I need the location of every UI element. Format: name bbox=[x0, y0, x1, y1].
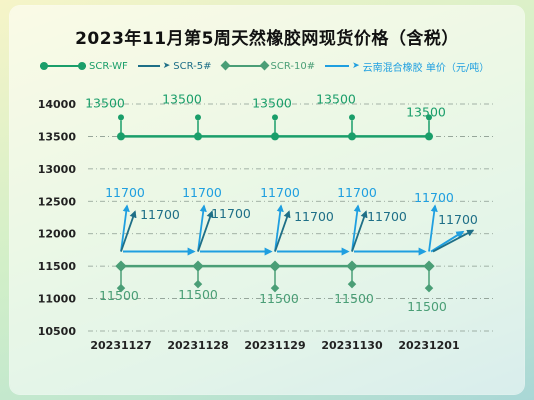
legend-item-scr-5: ➤ SCR-5# bbox=[137, 60, 212, 72]
y-tick-label: 13000 bbox=[38, 163, 77, 176]
data-label-scr-5: 11700 bbox=[140, 207, 180, 222]
y-tick-label: 11500 bbox=[38, 260, 77, 273]
data-label-scr-10: 11500 bbox=[259, 291, 299, 306]
data-label-scr-wf: 13500 bbox=[162, 91, 202, 106]
legend-swatch-scr-5 bbox=[137, 65, 160, 67]
data-label-scr-wf: 13500 bbox=[252, 95, 292, 110]
series-arrow-scr-5 bbox=[197, 210, 214, 252]
legend-swatch-scr-wf bbox=[40, 62, 86, 70]
data-label-yunnan: 11700 bbox=[105, 185, 145, 200]
leader-dot-scr-10 bbox=[347, 279, 357, 289]
series-arrow-scr-5 bbox=[351, 210, 368, 252]
y-tick-label: 10500 bbox=[38, 325, 77, 338]
leader-dot-scr-10 bbox=[193, 279, 203, 289]
data-label-scr-10: 11500 bbox=[178, 287, 218, 302]
chart-title: 2023年11月第5周天然橡胶网现货价格（含税） bbox=[75, 29, 459, 49]
y-tick-label: 12000 bbox=[38, 228, 77, 241]
series-arrow-scr-5 bbox=[120, 210, 137, 252]
legend: SCR-WF ➤ SCR-5# SCR-10# ➤ 云南混合橡胶 单价（元/吨） bbox=[40, 58, 489, 74]
leader-dot-scr-wf bbox=[349, 114, 355, 121]
legend-label-yunnan: 云南混合橡胶 单价（元/吨） bbox=[362, 62, 490, 74]
y-tick-label: 12500 bbox=[38, 195, 77, 208]
data-label-scr-5: 11700 bbox=[211, 206, 251, 221]
leader-dot-scr-wf bbox=[195, 114, 201, 121]
legend-swatch-yunnan bbox=[325, 65, 350, 67]
data-label-scr-wf: 13500 bbox=[316, 91, 356, 106]
data-label-scr-5: 11700 bbox=[367, 209, 407, 224]
y-tick-label: 11000 bbox=[38, 293, 77, 306]
data-label-scr-10: 11500 bbox=[407, 299, 447, 314]
legend-item-scr-10: SCR-10# bbox=[220, 60, 316, 72]
data-label-scr-wf: 13500 bbox=[85, 95, 125, 110]
chart-frame bbox=[10, 6, 524, 394]
data-label-scr-10: 11500 bbox=[334, 291, 374, 306]
x-tick-label: 20231128 bbox=[167, 339, 228, 352]
data-label-yunnan: 11700 bbox=[414, 190, 454, 205]
data-label-yunnan: 11700 bbox=[260, 185, 300, 200]
data-label-scr-wf: 13500 bbox=[406, 104, 446, 119]
data-label-scr-5: 11700 bbox=[294, 209, 334, 224]
data-label-scr-10: 11500 bbox=[99, 288, 139, 303]
leader-arrow-yunnan bbox=[120, 204, 130, 252]
legend-label-scr-wf: SCR-WF bbox=[89, 60, 128, 72]
leader-arrow-yunnan bbox=[197, 204, 207, 252]
data-label-yunnan: 11700 bbox=[337, 185, 377, 200]
leader-arrow-yunnan bbox=[274, 204, 284, 252]
leader-dot-scr-10 bbox=[270, 283, 280, 293]
x-tick-label: 20231130 bbox=[321, 339, 383, 352]
legend-swatch-scr-10 bbox=[220, 60, 269, 71]
leader-dot-scr-10 bbox=[116, 283, 126, 293]
legend-label-scr-5: SCR-5# bbox=[173, 60, 212, 72]
leader-arrow-yunnan bbox=[351, 204, 361, 252]
y-tick-label: 14000 bbox=[38, 98, 77, 111]
legend-item-scr-wf: SCR-WF bbox=[40, 61, 128, 72]
leader-dot-scr-wf bbox=[272, 114, 278, 121]
data-label-yunnan: 11700 bbox=[182, 185, 222, 200]
data-label-scr-5: 11700 bbox=[438, 212, 478, 227]
legend-label-scr-10: SCR-10# bbox=[270, 60, 316, 72]
leader-dot-scr-wf bbox=[426, 114, 432, 121]
series-arrow-scr-5 bbox=[274, 210, 291, 252]
x-tick-label: 20231127 bbox=[90, 339, 151, 352]
legend-arrow-icon: ➤ bbox=[162, 61, 171, 71]
x-tick-label: 20231201 bbox=[398, 339, 459, 352]
y-tick-label: 13500 bbox=[38, 130, 77, 143]
series-arrow-scr-5 bbox=[432, 229, 475, 253]
series-arrow-yunnan bbox=[430, 230, 465, 253]
legend-item-yunnan: ➤ 云南混合橡胶 单价（元/吨） bbox=[325, 59, 489, 74]
leader-arrow-yunnan bbox=[428, 204, 438, 252]
leader-dot-scr-wf bbox=[118, 114, 124, 121]
legend-arrow-icon: ➤ bbox=[352, 61, 360, 71]
x-tick-label: 20231129 bbox=[244, 339, 305, 352]
leader-dot-scr-10 bbox=[424, 283, 434, 293]
